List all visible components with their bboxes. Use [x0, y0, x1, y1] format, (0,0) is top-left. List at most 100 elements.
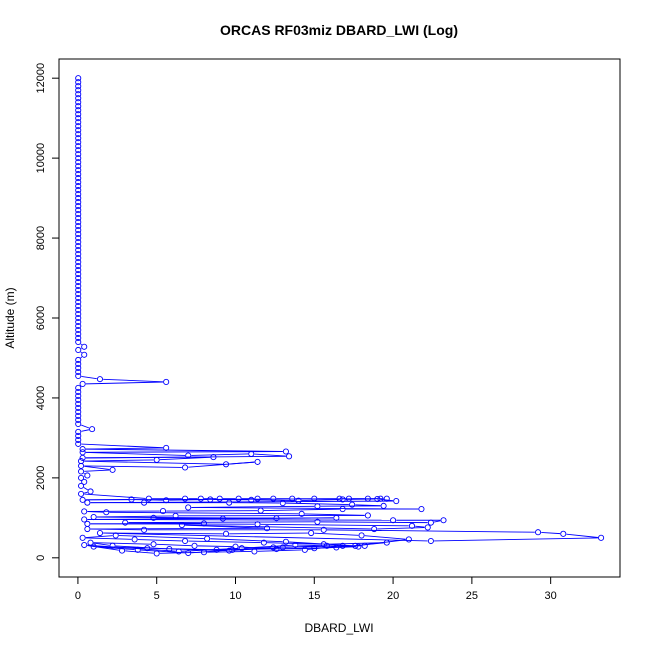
data-point: [141, 526, 148, 533]
series-segment: [169, 499, 208, 501]
data-point: [75, 79, 82, 86]
data-point: [75, 306, 82, 314]
x-tick-label: 20: [387, 590, 399, 602]
data-point: [75, 290, 82, 298]
series-segment: [87, 545, 119, 551]
data-point: [75, 195, 82, 202]
data-point: [81, 516, 88, 523]
series-segment: [289, 541, 353, 547]
y-tick-label: 0: [35, 555, 47, 561]
series-segment: [84, 465, 182, 468]
data-point: [75, 392, 82, 399]
data-point: [84, 525, 91, 533]
series-segment: [85, 381, 163, 385]
data-point: [248, 496, 255, 503]
series-segment: [159, 456, 211, 461]
data-point: [339, 496, 346, 503]
series-segment: [81, 443, 163, 449]
data-point: [109, 542, 116, 549]
data-point: [75, 432, 82, 439]
data-point: [75, 91, 82, 98]
data-point: [200, 520, 208, 527]
data-point: [75, 266, 82, 274]
series-segment: [191, 453, 249, 456]
x-tick-label: 10: [229, 590, 241, 602]
data-point: [182, 495, 189, 502]
data-point: [270, 544, 277, 551]
series-segment: [93, 542, 151, 545]
series-segment: [137, 539, 182, 542]
data-point: [279, 500, 286, 507]
data-point: [134, 546, 141, 553]
data-point: [75, 356, 82, 364]
data-point: [75, 364, 82, 372]
data-point: [311, 545, 318, 552]
series-segment: [84, 460, 223, 465]
data-point: [78, 468, 85, 475]
data-point: [75, 167, 82, 174]
data-point: [301, 546, 308, 553]
data-point: [251, 548, 258, 555]
data-point: [254, 458, 261, 465]
data-point: [75, 243, 82, 250]
data-point: [75, 274, 82, 282]
data-point: [75, 318, 82, 326]
data-point: [75, 372, 82, 380]
data-point: [150, 514, 157, 521]
data-point: [81, 478, 88, 485]
data-point: [311, 495, 318, 502]
series-segment: [85, 451, 186, 456]
series-segment: [434, 537, 598, 542]
data-point: [75, 151, 82, 158]
data-point: [75, 159, 82, 166]
data-point: [75, 115, 82, 122]
data-point: [75, 368, 82, 376]
data-point: [75, 310, 82, 318]
data-point: [75, 330, 82, 338]
x-axis-label: DBARD_LWI: [304, 621, 373, 635]
data-point: [383, 539, 390, 546]
data-point: [374, 496, 381, 503]
y-axis: 0 2000 4000 6000 8000 10000 12000: [35, 63, 60, 561]
series-segment: [156, 543, 192, 547]
data-point: [286, 453, 293, 460]
series-segment: [109, 511, 299, 515]
data-point: [75, 131, 82, 138]
data-point: [393, 498, 400, 505]
series-segment: [254, 499, 296, 502]
data-point: [355, 543, 362, 550]
y-axis-label: Altitude (m): [3, 287, 17, 348]
data-point: [222, 530, 230, 537]
x-tick-label: 0: [75, 590, 81, 602]
data-point: [364, 495, 371, 502]
y-tick-label: 8000: [35, 226, 47, 250]
data-point: [75, 436, 82, 443]
series-segment: [87, 544, 176, 552]
data-point: [172, 512, 179, 519]
data-point: [163, 378, 170, 386]
data-point: [75, 254, 82, 262]
data-point: [75, 135, 82, 142]
data-point: [358, 532, 365, 539]
series-segment: [260, 523, 409, 527]
data-point: [75, 75, 82, 82]
data-point: [75, 219, 82, 226]
data-point: [75, 346, 82, 354]
data-point: [81, 541, 88, 549]
series-segment: [235, 547, 271, 551]
series-segment: [90, 527, 264, 530]
data-point: [75, 420, 82, 427]
data-point: [75, 187, 82, 194]
series-segment: [118, 535, 204, 539]
data-point: [75, 107, 82, 114]
data-point: [103, 509, 110, 516]
series-segment: [298, 544, 356, 547]
data-point: [75, 179, 82, 186]
series-segment: [81, 424, 90, 429]
series-segment: [87, 519, 390, 521]
data-point: [380, 502, 387, 509]
series-segment: [301, 499, 340, 502]
data-point: [87, 539, 94, 546]
series-segment: [326, 529, 535, 533]
